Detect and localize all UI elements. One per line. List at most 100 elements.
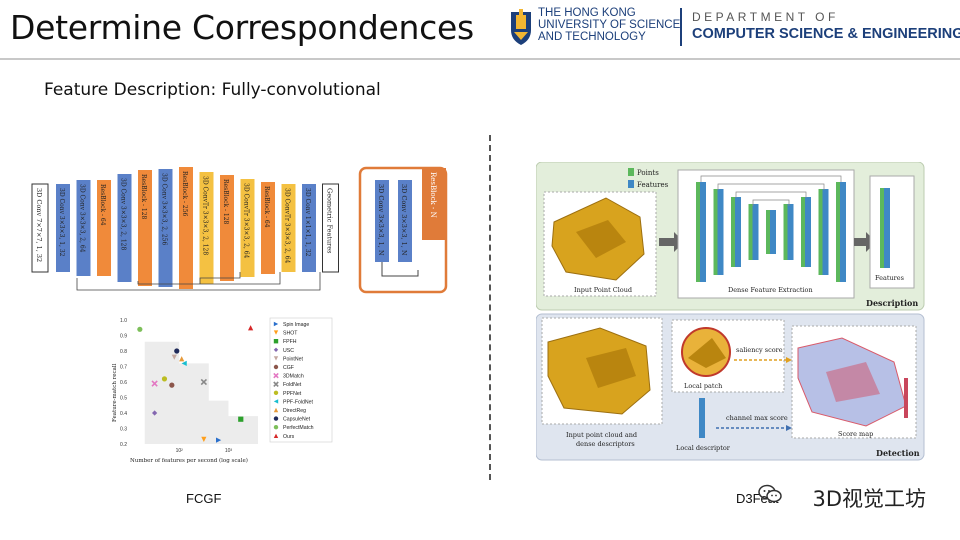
unet-point-bar bbox=[801, 197, 805, 267]
wechat-icon bbox=[758, 484, 782, 503]
watermark-text: 3D视觉工坊 bbox=[812, 487, 926, 511]
local-descriptor-bar bbox=[699, 398, 705, 438]
fcgf-block bbox=[179, 167, 193, 289]
hkust-logo: THE HONG KONG UNIVERSITY OF SCIENCE AND … bbox=[508, 4, 960, 48]
chart-legend-marker bbox=[273, 372, 279, 379]
chart-point bbox=[161, 376, 168, 382]
chart-legend-label: Ours bbox=[283, 434, 295, 440]
fcgf-input-label: 3D Conv 7×7×7, 1, 32 bbox=[35, 188, 43, 262]
unet-feature-bar bbox=[805, 197, 811, 267]
chart-ytick-label: 1.0 bbox=[120, 318, 127, 324]
fcgf-block bbox=[56, 184, 70, 272]
chart-point bbox=[174, 348, 180, 354]
channel-max-score-label: channel max score bbox=[726, 414, 788, 422]
chart-ytick-label: 0.6 bbox=[120, 380, 127, 386]
chart-point bbox=[179, 356, 185, 362]
unet-feature-bar bbox=[735, 197, 741, 267]
chart-ytick-label: 0.5 bbox=[120, 396, 127, 402]
chart-legend-marker bbox=[273, 321, 279, 327]
fcgf-output-label: Geometric Features bbox=[326, 188, 334, 253]
fcgf-scatter-chart: 0.2 0.3 0.4 0.5 0.6 0.7 0.8 0.9 1.0 10² 10³ Spin I… bbox=[108, 312, 348, 467]
features-output-bar-blue bbox=[884, 188, 890, 268]
local-descriptor-label: Local descriptor bbox=[676, 444, 731, 452]
chart-point bbox=[238, 416, 244, 422]
chart-point bbox=[181, 360, 187, 366]
chart-ytick-label: 0.7 bbox=[120, 365, 127, 371]
features-label: Features bbox=[875, 274, 904, 282]
fcgf-block bbox=[281, 184, 296, 272]
unet-feature-bar bbox=[822, 189, 829, 275]
fcgf-block-label: ResBlock - 256 bbox=[181, 171, 188, 217]
chart-legend-label: SHOT bbox=[283, 331, 298, 337]
fcgf-block-label: 3D Conv 3×3×3, 2, 128 bbox=[120, 178, 127, 250]
chart-point bbox=[248, 325, 254, 331]
university-line-2: UNIVERSITY OF SCIENCE bbox=[538, 19, 681, 31]
fcgf-block bbox=[97, 180, 111, 276]
score-map-colorbar bbox=[904, 378, 908, 418]
unet-point-bar bbox=[731, 197, 735, 267]
dept-line-2: COMPUTER SCIENCE & ENGINEERING bbox=[692, 26, 960, 42]
d3feat-pipeline-figure: Points Features Input Point Cloud Dense … bbox=[536, 162, 925, 461]
fcgf-block-label: 3D Conv 3×3×3, 1, 32 bbox=[58, 188, 65, 257]
unet-point-bar bbox=[696, 182, 700, 282]
chart-legend-label: FoldNet bbox=[283, 382, 302, 388]
section-subtitle: Feature Description: Fully-convolutional bbox=[44, 80, 381, 100]
fcgf-output-box bbox=[322, 183, 339, 273]
input-point-cloud-label: Input Point Cloud bbox=[574, 286, 632, 294]
chart-legend-marker bbox=[273, 390, 279, 395]
chart-legend-marker bbox=[273, 381, 279, 387]
fcgf-block-label: ResBlock - 128 bbox=[140, 174, 147, 220]
fcgf-block-label: 3D ConvTr 3×3×3, 2, 128 bbox=[202, 176, 209, 255]
chart-legend-marker bbox=[273, 433, 279, 438]
score-map-label: Score map bbox=[838, 430, 873, 438]
chart-point bbox=[151, 380, 158, 387]
chart-xlabel: Number of features per second (log scale… bbox=[130, 457, 248, 464]
fcgf-block-label: 3D Conv 1×1×1, 1, 32 bbox=[304, 188, 311, 257]
fcgf-skip-connection bbox=[76, 272, 321, 291]
unet-point-bar bbox=[818, 189, 823, 275]
fcgf-block bbox=[138, 170, 152, 286]
chart-ytick-label: 0.9 bbox=[120, 334, 127, 340]
unet-skip-connection bbox=[752, 199, 790, 206]
chart-legend-label: PPF-FoldNet bbox=[283, 399, 314, 405]
chart-dominated-region bbox=[144, 341, 258, 444]
detection-input-label-1: Input point cloud and bbox=[566, 431, 637, 439]
chart-point bbox=[171, 354, 177, 360]
fcgf-caption: FCGF bbox=[186, 491, 222, 506]
chart-legend-marker bbox=[273, 330, 279, 335]
chart-legend-label: PointNet bbox=[283, 356, 303, 362]
chart-legend-marker bbox=[273, 356, 279, 361]
chart-legend-marker bbox=[273, 425, 279, 430]
chart-legend-label: CapsuleNet bbox=[283, 417, 311, 423]
detection-input-label-2: dense descriptors bbox=[576, 440, 635, 448]
chart-ytick-label: 0.4 bbox=[120, 411, 127, 417]
fcgf-block-label: ResBlock - 64 bbox=[99, 184, 106, 226]
fcgf-block-label: 3D ConvTr 3×3×3, 2, 64 bbox=[243, 183, 250, 259]
unet-point-bar bbox=[836, 182, 840, 282]
resblock-inset-conv-2 bbox=[398, 180, 412, 262]
chart-legend-marker bbox=[273, 399, 279, 404]
hkust-crest-icon bbox=[511, 9, 531, 45]
chart-legend-label: DirectReg bbox=[283, 408, 306, 414]
fcgf-skip-connection bbox=[199, 272, 241, 284]
legend-features-label: Features bbox=[637, 181, 669, 189]
unet-feature-bar bbox=[752, 204, 759, 260]
detection-section-label: Detection bbox=[876, 448, 920, 458]
resblock-inset-title: ResBlock - N bbox=[429, 172, 437, 218]
chart-point bbox=[216, 437, 222, 443]
fcgf-block bbox=[199, 172, 214, 284]
fcgf-input-box bbox=[31, 183, 49, 273]
chart-legend-label: 3DMatch bbox=[283, 374, 304, 380]
chart-ylabel: Feature-match recall bbox=[112, 363, 118, 422]
fcgf-block bbox=[158, 169, 173, 287]
unet-skip-connection bbox=[735, 191, 807, 198]
chart-xtick-label: 10³ bbox=[225, 448, 233, 454]
chart-ytick-label: 0.2 bbox=[120, 442, 127, 448]
chart-point bbox=[137, 326, 143, 332]
fcgf-block bbox=[240, 179, 255, 277]
title-divider bbox=[0, 58, 960, 60]
column-divider bbox=[489, 135, 491, 480]
unet-feature-bar bbox=[770, 210, 776, 254]
university-line-1: THE HONG KONG bbox=[538, 7, 636, 19]
features-output-box bbox=[869, 175, 915, 289]
